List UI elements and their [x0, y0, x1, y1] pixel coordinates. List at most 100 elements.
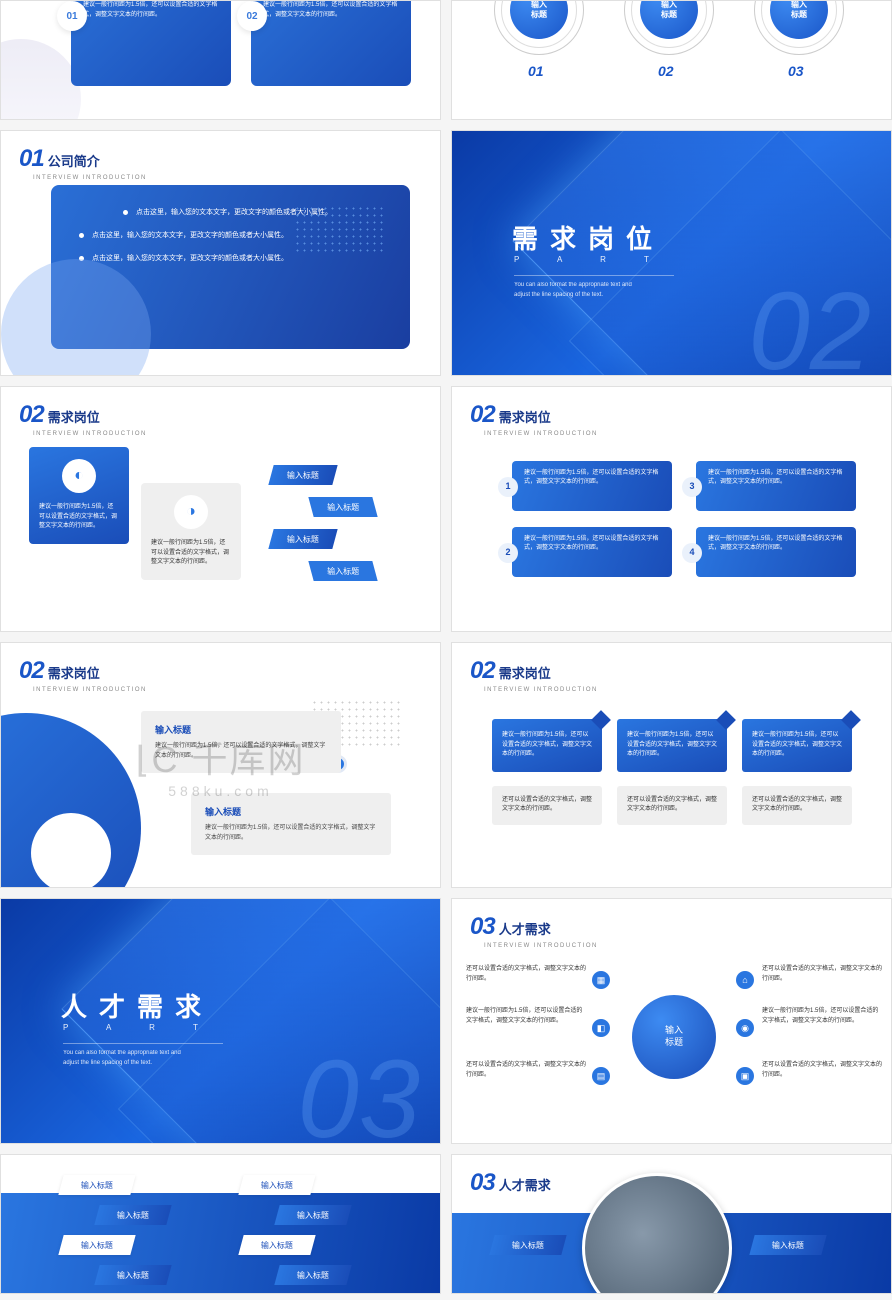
disc-label: 输入 标题 [531, 0, 547, 20]
section-number: 01 [19, 145, 44, 173]
box-text: 建议一般行间距为1.5倍，还可以设置合适的文字格式，调整文字文本的行间距。 [39, 503, 119, 532]
item-badge: 4 [682, 543, 702, 563]
tag-label: 输入标题 [287, 470, 319, 481]
text-3: 还可以设置合适的文字格式，调整文字文本的行间距。 [466, 1061, 586, 1080]
tag-b-4: 输入标题 [274, 1265, 351, 1285]
divider-line [63, 1043, 223, 1044]
part-label: P A R T [514, 255, 667, 264]
section-title: 需求岗位 [48, 663, 100, 682]
section-title: 人才需求 [499, 1175, 551, 1194]
text-5: 建议一般行间距为1.5倍，还可以设置合适的文字格式，调整文字文本的行间距。 [762, 1007, 882, 1026]
slide-3: 01 公司简介 INTERVIEW INTRODUCTION 点击这里，输入您的… [0, 130, 441, 376]
tag-label: 输入标题 [117, 1210, 149, 1221]
slide-5: 02 需求岗位 INTERVIEW INTRODUCTION ◐ 建议一般行间距… [0, 386, 441, 632]
mini-icon-5: ◉ [736, 1019, 754, 1037]
tag-1: 输入标题 [268, 465, 337, 485]
badge-02: 02 [237, 1, 267, 31]
slide-12: 03 人才需求 输入标题 输入标题 [451, 1154, 892, 1294]
item-text: 建议一般行间距为1.5倍，还可以设置合适的文字格式，调整文字文本的行间距。 [524, 536, 658, 551]
tag-4: 输入标题 [308, 561, 377, 581]
slide-7: 02 需求岗位 INTERVIEW INTRODUCTION 输入标题 建议一般… [0, 642, 441, 888]
block-text: 建议一般行间距为1.5倍，还可以设置合适的文字格式，调整文字文本的行间距。 [502, 732, 592, 757]
decorative-circle [0, 39, 81, 120]
tag-label: 输入标题 [287, 534, 319, 545]
section-number: 02 [19, 657, 44, 685]
dot-pattern [294, 205, 384, 255]
blue-block: 建议一般行间距为1.5倍，还可以设置合适的文字格式，调整文字文本的行间距。 [492, 719, 602, 772]
section-header: 02 需求岗位 [1, 387, 440, 431]
tag-b-1: 输入标题 [94, 1205, 171, 1225]
block-text: 建议一般行间距为1.5倍，还可以设置合适的文字格式，调整文字文本的行间距。 [627, 732, 717, 757]
item-3: 3 建议一般行间距为1.5倍，还可以设置合适的文字格式，调整文字文本的行间距。 [696, 461, 856, 511]
wallet-icon: ◑ [174, 495, 208, 529]
text-box-2: 输入标题 建议一般行间距为1.5倍，还可以设置合适的文字格式，调整文字文本的行间… [191, 793, 391, 855]
tag-left: 输入标题 [489, 1235, 566, 1255]
block-text: 还可以设置合适的文字格式，调整文字文本的行间距。 [627, 797, 717, 813]
slide-9-divider: 人才需求 P A R T You can also format the app… [0, 898, 441, 1144]
bullet-text: 点击这里，输入您的文本文字，更改文字的颜色或者大小属性。 [92, 253, 288, 264]
disc-label: 输入 标题 [791, 0, 807, 20]
card-text: 建议一般行间距为1.5倍，还可以设置合适的文字格式，调整文字文本的行间距。 [263, 1, 399, 20]
item-4: 4 建议一般行间距为1.5倍，还可以设置合适的文字格式，调整文字文本的行间距。 [696, 527, 856, 577]
tag-label: 输入标题 [327, 502, 359, 513]
grey-block: 还可以设置合适的文字格式，调整文字文本的行间距。 [492, 786, 602, 825]
section-number: 02 [19, 401, 44, 429]
tag-right: 输入标题 [749, 1235, 826, 1255]
tag-w-1: 输入标题 [58, 1175, 135, 1195]
tag-w-4: 输入标题 [238, 1235, 315, 1255]
section-header: 03 人才需求 [452, 899, 891, 943]
tag-label: 输入标题 [772, 1240, 804, 1251]
divider-title: 人才需求 [61, 987, 213, 1024]
mini-icon-3: ▤ [592, 1067, 610, 1085]
section-number: 02 [470, 401, 495, 429]
divider-desc: You can also format the appropriate text… [63, 1049, 181, 1068]
blue-box: ◐ 建议一般行间距为1.5倍，还可以设置合适的文字格式，调整文字文本的行间距。 [29, 447, 129, 544]
section-number: 03 [470, 1169, 495, 1197]
tag-label: 输入标题 [81, 1240, 113, 1251]
grey-block: 还可以设置合适的文字格式，调整文字文本的行间距。 [742, 786, 852, 825]
badge-01: 01 [57, 1, 87, 31]
tag-label: 输入标题 [297, 1270, 329, 1281]
section-title: 需求岗位 [499, 663, 551, 682]
tag-2: 输入标题 [308, 497, 377, 517]
tag-b-3: 输入标题 [274, 1205, 351, 1225]
item-1: 1 建议一般行间距为1.5倍，还可以设置合适的文字格式，调整文字文本的行间距。 [512, 461, 672, 511]
divider-line [514, 275, 674, 276]
text-1: 还可以设置合适的文字格式，调整文字文本的行间距。 [466, 965, 586, 984]
disc-label: 输入 标题 [661, 0, 677, 20]
mini-icon-2: ◧ [592, 1019, 610, 1037]
tag-label: 输入标题 [117, 1270, 149, 1281]
section-subtitle: INTERVIEW INTRODUCTION [1, 431, 440, 445]
item-badge: 3 [682, 477, 702, 497]
tag-label: 输入标题 [261, 1240, 293, 1251]
text-4: 还可以设置合适的文字格式，调整文字文本的行间距。 [762, 965, 882, 984]
mini-icon-4: ⌂ [736, 971, 754, 989]
block-text: 还可以设置合适的文字格式，调整文字文本的行间距。 [752, 797, 842, 813]
tag-label: 输入标题 [512, 1240, 544, 1251]
item-badge: 1 [498, 477, 518, 497]
panel-circle [1, 259, 151, 376]
column-3: 建议一般行间距为1.5倍，还可以设置合适的文字格式，调整文字文本的行间距。 还可… [742, 719, 852, 825]
block-text: 还可以设置合适的文字格式，调整文字文本的行间距。 [502, 797, 592, 813]
wallet-icon: ◐ [62, 459, 96, 493]
section-header: 01 公司简介 [1, 131, 440, 175]
item-text: 建议一般行间距为1.5倍，还可以设置合适的文字格式，调整文字文本的行间距。 [708, 470, 842, 485]
tag-w-3: 输入标题 [238, 1175, 315, 1195]
text-6: 还可以设置合适的文字格式，调整文字文本的行间距。 [762, 1061, 882, 1080]
item-badge: 2 [498, 543, 518, 563]
center-hub: 输入 标题 [632, 995, 716, 1079]
section-header: 02 需求岗位 [452, 387, 891, 431]
slide-2: 输入 标题 输入 标题 输入 标题 01 02 03 [451, 0, 892, 120]
mini-icon-1: ▦ [592, 971, 610, 989]
text-box-1: 输入标题 建议一般行间距为1.5倍，还可以设置合适的文字格式，调整文字文本的行间… [141, 711, 341, 773]
item-text: 建议一般行间距为1.5倍，还可以设置合适的文字格式，调整文字文本的行间距。 [524, 470, 658, 485]
num-01: 01 [528, 63, 544, 79]
box-text: 建议一般行间距为1.5倍，还可以设置合适的文字格式，调整文字文本的行间距。 [151, 539, 231, 568]
tag-label: 输入标题 [327, 566, 359, 577]
tag-label: 输入标题 [81, 1180, 113, 1191]
column-1: 建议一般行间距为1.5倍，还可以设置合适的文字格式，调整文字文本的行间距。 还可… [492, 719, 602, 825]
block-text: 建议一般行间距为1.5倍，还可以设置合适的文字格式，调整文字文本的行间距。 [752, 732, 842, 757]
big-number: 03 [298, 1036, 420, 1144]
big-number: 02 [749, 268, 871, 376]
box-title: 输入标题 [155, 723, 327, 736]
